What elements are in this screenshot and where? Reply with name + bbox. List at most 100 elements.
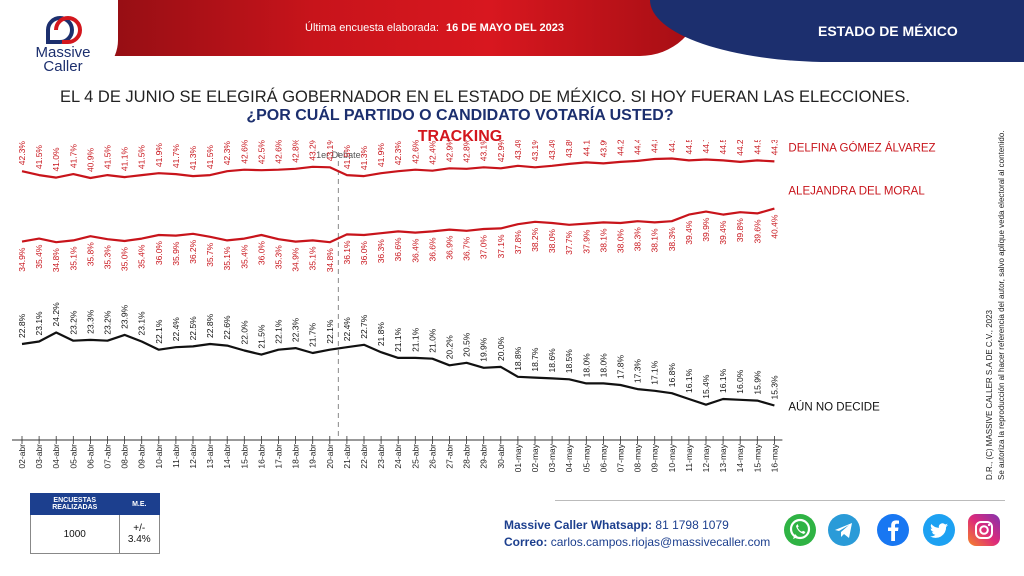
- data-label: 39.8%: [735, 218, 745, 243]
- data-label: 42.8%: [291, 140, 301, 163]
- data-label: 41.1%: [120, 147, 130, 172]
- data-label: 23.1%: [34, 311, 44, 336]
- data-label: 41.5%: [205, 145, 215, 170]
- x-tick-label: 03-abr: [34, 444, 44, 469]
- data-label: 38.1%: [650, 228, 660, 253]
- x-tick-label: 05-abr: [68, 444, 78, 469]
- x-tick-label: 11-may: [684, 443, 694, 471]
- x-tick-label: 06-abr: [85, 444, 95, 469]
- x-tick-label: 15-abr: [239, 444, 249, 469]
- data-label: 17.1%: [650, 360, 660, 385]
- chart-title: TRACKING: [417, 128, 503, 145]
- data-label: 18.7%: [530, 347, 540, 372]
- x-tick-label: 02-may: [530, 443, 540, 472]
- data-label: 43.1%: [325, 140, 335, 161]
- data-label: 38.2%: [530, 227, 540, 252]
- x-tick-label: 25-abr: [410, 444, 420, 469]
- data-label: 38.0%: [616, 229, 626, 254]
- data-label: 23.9%: [120, 304, 130, 329]
- data-label: 17.3%: [633, 359, 643, 384]
- data-label: 22.1%: [154, 319, 164, 344]
- data-label: 20.5%: [462, 332, 472, 357]
- data-label: 43.4%: [547, 140, 557, 160]
- data-label: 42.5%: [256, 140, 266, 164]
- logo-text: Massive Caller: [32, 45, 94, 75]
- data-label: 42.3%: [393, 141, 403, 166]
- brand-line2: Caller: [43, 58, 83, 75]
- x-tick-label: 01-may: [513, 443, 523, 472]
- email-address[interactable]: carlos.campos.riojas@massivecaller.com: [550, 535, 771, 549]
- x-tick-label: 21-abr: [342, 444, 352, 469]
- x-tick-label: 11-abr: [171, 444, 181, 468]
- data-label: 42.3%: [17, 141, 27, 166]
- data-label: 19.9%: [479, 337, 489, 362]
- x-tick-label: 09-may: [650, 443, 660, 472]
- data-label: 22.5%: [188, 316, 198, 341]
- whatsapp-label: Massive Caller Whatsapp:: [504, 518, 653, 532]
- data-label: 38.1%: [598, 228, 608, 253]
- data-label: 20.2%: [445, 335, 455, 360]
- x-tick-label: 18-abr: [291, 444, 301, 469]
- data-label: 18.0%: [598, 353, 608, 378]
- x-tick-label: 14-may: [735, 443, 745, 472]
- data-label: 21.7%: [308, 322, 318, 347]
- data-label: 16.1%: [684, 368, 694, 393]
- series-line: [21, 157, 775, 180]
- data-label: 40.9%: [85, 148, 95, 173]
- data-label: 36.2%: [188, 239, 198, 264]
- series-name-label: ALEJANDRA DEL MORAL: [788, 186, 925, 198]
- telegram-icon[interactable]: [828, 514, 860, 546]
- series-line: [21, 331, 775, 407]
- whatsapp-number[interactable]: 81 1798 1079: [655, 518, 729, 532]
- contact-info: Massive Caller Whatsapp: 81 1798 1079 Co…: [504, 517, 770, 551]
- survey-date: 16 DE MAYO DEL 2023: [445, 22, 564, 34]
- data-label: 35.8%: [85, 242, 95, 267]
- data-label: 44.3%: [769, 140, 779, 155]
- x-tick-label: 26-abr: [427, 444, 437, 469]
- series-name-label: DELFINA GÓMEZ ÁLVAREZ: [788, 141, 935, 154]
- data-label: 43.4%: [513, 140, 523, 160]
- data-label: 16.8%: [667, 363, 677, 388]
- data-label: 36.4%: [410, 238, 420, 263]
- data-label: 16.1%: [718, 368, 728, 393]
- data-label: 44.5%: [718, 140, 728, 154]
- data-label: 18.0%: [581, 353, 591, 378]
- whatsapp-icon[interactable]: [784, 514, 816, 546]
- x-tick-label: 19-abr: [308, 444, 318, 469]
- twitter-icon[interactable]: [923, 514, 955, 546]
- instagram-icon[interactable]: [968, 514, 1000, 546]
- data-label: 39.4%: [718, 220, 728, 245]
- data-label: 41.5%: [103, 145, 113, 170]
- data-label: 36.0%: [154, 241, 164, 266]
- facebook-icon[interactable]: [877, 514, 909, 546]
- x-tick-label: 29-abr: [479, 444, 489, 469]
- data-label: 38.3%: [633, 227, 643, 252]
- data-label: 18.6%: [547, 348, 557, 373]
- data-label: 20.0%: [496, 336, 506, 361]
- data-label: 37.7%: [564, 230, 574, 255]
- x-tick-label: 13-may: [718, 443, 728, 472]
- x-tick-label: 27-abr: [445, 444, 455, 469]
- data-label: 23.2%: [68, 310, 78, 335]
- tracking-chart: 1er Debate 02-abr 03-abr 04-abr 05-abr 06-abr…: [12, 140, 936, 472]
- data-label: 16.0%: [735, 369, 745, 394]
- x-tick-label: 10-may: [667, 443, 677, 472]
- data-label: 35.4%: [239, 244, 249, 269]
- data-label: 42.6%: [239, 140, 249, 164]
- data-label: 22.1%: [274, 319, 284, 344]
- data-label: 40.4%: [769, 214, 779, 239]
- x-tick-label: 09-abr: [137, 444, 147, 469]
- data-label: 35.9%: [171, 241, 181, 266]
- data-label: 39.9%: [701, 217, 711, 242]
- x-tick-label: 17-abr: [274, 444, 284, 469]
- x-tick-label: 02-abr: [17, 444, 27, 469]
- data-label: 39.6%: [752, 219, 762, 244]
- question-line2: ¿POR CUÁL PARTIDO O CANDIDATO VOTARÍA US…: [246, 107, 674, 124]
- data-label: 38.3%: [667, 227, 677, 252]
- data-label: 34.8%: [51, 248, 61, 273]
- logo-mark-icon: [46, 16, 82, 44]
- data-label: 18.5%: [564, 349, 574, 374]
- data-label: 44.9%: [667, 140, 677, 152]
- data-label: 35.3%: [103, 245, 113, 270]
- data-label: 21.8%: [376, 322, 386, 347]
